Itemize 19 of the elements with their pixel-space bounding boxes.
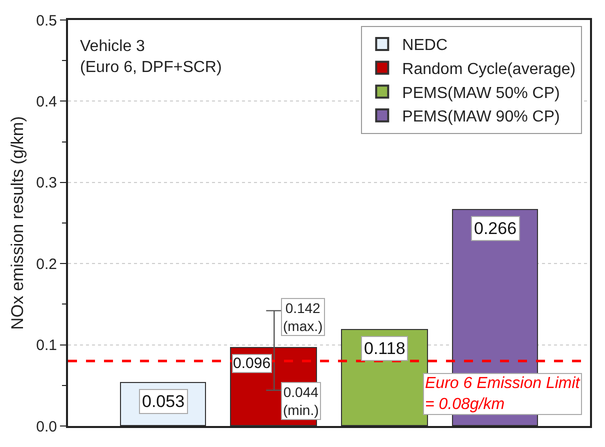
y-tick-label: 0.4 — [36, 93, 57, 110]
y-tick-label: 0.5 — [36, 12, 57, 30]
y-tick-label: 0.0 — [36, 418, 57, 436]
data-label: 0.096 — [233, 355, 271, 372]
annotation: 0.142 (max.) — [283, 300, 323, 334]
ref-line-label: Euro 6 Emission Limit = 0.08g/km — [425, 375, 580, 413]
data-label: 0.266 — [474, 219, 517, 238]
y-axis-title: NOx emission results (g/km) — [8, 116, 28, 330]
legend-label: PEMS(MAW 50% CP) — [402, 84, 560, 102]
y-tick-label: 0.2 — [36, 256, 57, 273]
legend-label: Random Cycle(average) — [402, 61, 576, 78]
legend-label: PEMS(MAW 90% CP) — [402, 108, 560, 126]
legend-label: NEDC — [402, 37, 448, 54]
data-label: 0.118 — [364, 339, 406, 358]
y-tick-label: 0.1 — [36, 337, 57, 354]
annotation: 0.044 (min.) — [283, 384, 319, 418]
y-tick-label: 0.3 — [36, 174, 57, 192]
data-label: 0.053 — [142, 392, 185, 411]
annotation: Vehicle 3 (Euro 6, DPF+SCR) — [80, 38, 222, 76]
